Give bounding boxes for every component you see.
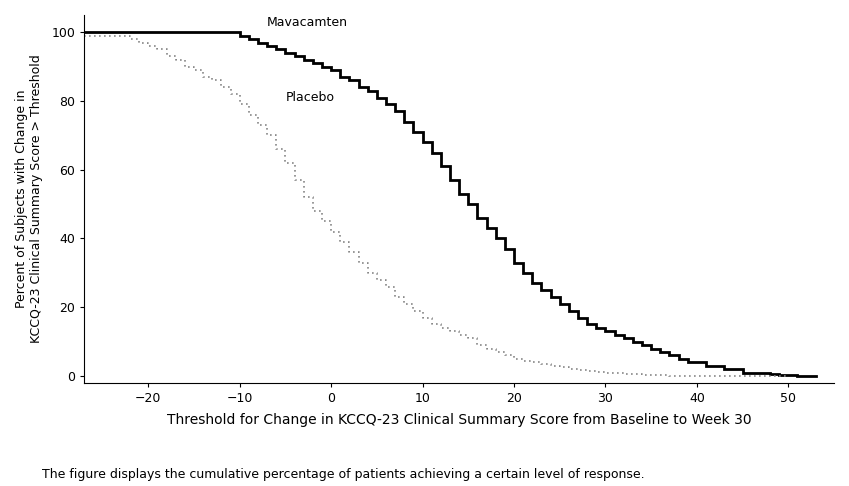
Text: The figure displays the cumulative percentage of patients achieving a certain le: The figure displays the cumulative perce… [42, 468, 645, 481]
X-axis label: Threshold for Change in KCCQ-23 Clinical Summary Score from Baseline to Week 30: Threshold for Change in KCCQ-23 Clinical… [166, 413, 751, 427]
Text: Placebo: Placebo [285, 91, 335, 104]
Text: Mavacamten: Mavacamten [267, 16, 348, 29]
Y-axis label: Percent of Subjects with Change in
KCCQ-23 Clinical Summary Score > Threshold: Percent of Subjects with Change in KCCQ-… [15, 54, 43, 343]
